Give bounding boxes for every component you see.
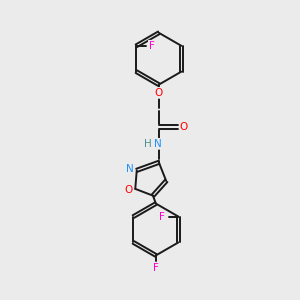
Text: H: H bbox=[144, 139, 152, 149]
Text: O: O bbox=[180, 122, 188, 132]
Text: F: F bbox=[159, 212, 164, 221]
Text: N: N bbox=[126, 164, 134, 174]
Text: N: N bbox=[154, 139, 162, 149]
Text: O: O bbox=[155, 88, 163, 98]
Text: F: F bbox=[153, 263, 159, 273]
Text: O: O bbox=[125, 185, 133, 195]
Text: F: F bbox=[149, 41, 155, 51]
